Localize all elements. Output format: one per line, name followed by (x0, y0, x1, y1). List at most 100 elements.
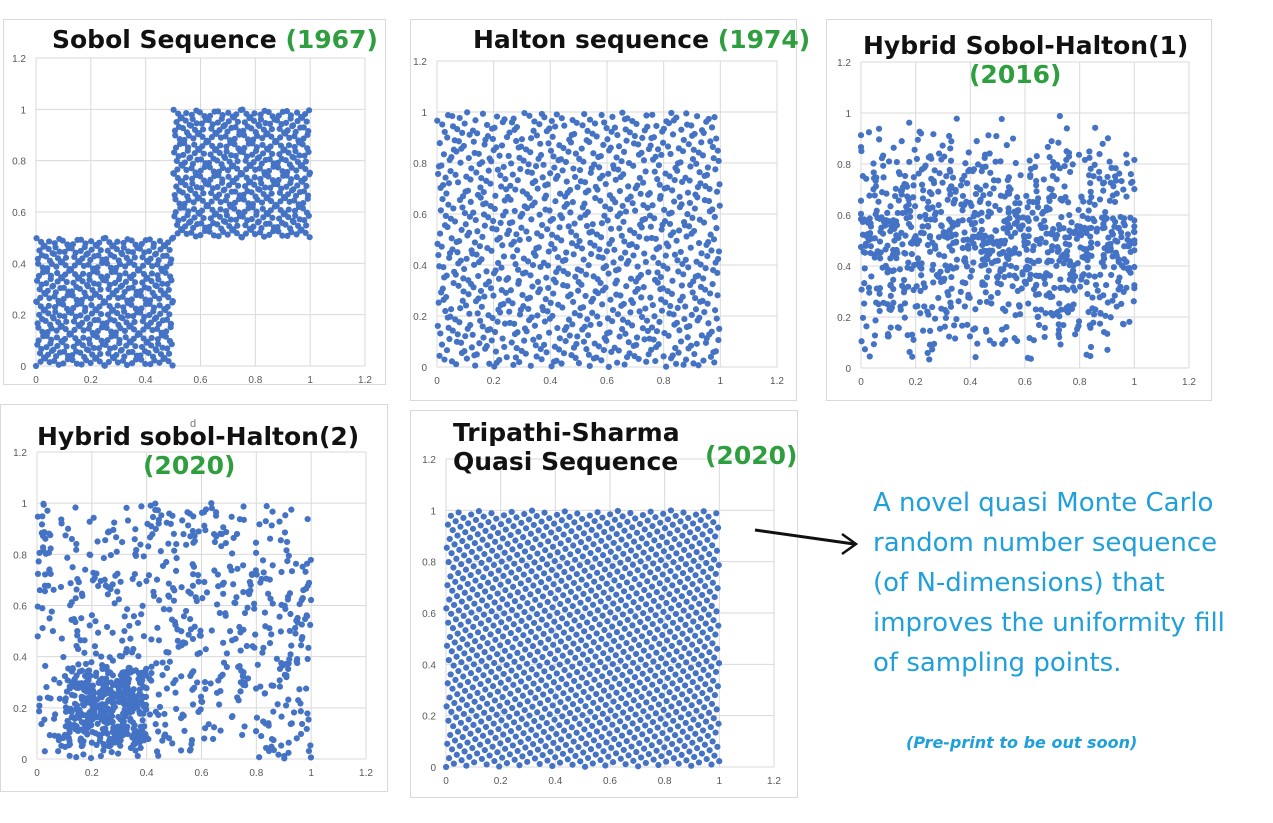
data-point (897, 306, 904, 313)
data-point (555, 624, 563, 631)
data-point (232, 635, 239, 642)
data-point (124, 684, 131, 691)
data-point (445, 717, 452, 724)
data-point (563, 583, 570, 590)
data-point (697, 298, 704, 305)
data-point (126, 622, 133, 629)
data-point (54, 269, 61, 277)
data-point (525, 161, 532, 168)
data-point (948, 273, 955, 281)
chart-title-text: Sobol Sequence (52, 25, 277, 54)
data-point (652, 235, 659, 242)
data-point (642, 258, 650, 266)
data-point (627, 706, 634, 713)
data-point (673, 114, 680, 121)
data-point (487, 180, 494, 187)
data-point (532, 732, 540, 739)
chart-title-text: Halton sequence (473, 25, 710, 54)
data-point (44, 329, 51, 336)
data-point (997, 268, 1004, 275)
data-point (262, 623, 269, 630)
data-point (287, 610, 294, 618)
data-point (229, 550, 236, 557)
data-point (500, 253, 508, 260)
data-point (211, 108, 218, 115)
data-point (140, 270, 147, 278)
data-point (122, 278, 130, 285)
data-point (36, 702, 43, 709)
data-point (248, 151, 256, 158)
data-point (549, 133, 556, 140)
data-point (547, 688, 554, 695)
data-point (135, 653, 142, 660)
data-point (304, 195, 311, 202)
data-point (716, 325, 723, 332)
data-point (585, 351, 593, 358)
data-point (467, 571, 474, 579)
data-point (696, 169, 703, 176)
data-point (582, 703, 589, 710)
data-point (258, 180, 265, 187)
chart-title-hybrid-1: Hybrid Sobol-Halton(1) (2016) (863, 31, 1189, 90)
data-point (449, 112, 456, 120)
data-point (627, 509, 634, 517)
data-point (867, 249, 874, 257)
data-point (569, 663, 576, 670)
data-point (589, 309, 596, 316)
data-point (1069, 284, 1077, 291)
data-point (545, 284, 552, 292)
data-point (535, 587, 542, 595)
data-point (616, 522, 623, 529)
data-point (622, 330, 629, 337)
data-point (466, 310, 473, 317)
data-point (149, 531, 156, 538)
data-point (220, 579, 227, 586)
data-point (1019, 269, 1026, 276)
data-point (99, 665, 106, 673)
data-point (576, 622, 583, 629)
data-point (964, 321, 971, 328)
data-point (571, 519, 578, 526)
data-point (550, 520, 558, 527)
data-point (296, 139, 303, 146)
data-point (305, 107, 313, 114)
data-point (88, 739, 95, 746)
data-point (610, 539, 617, 547)
data-point (268, 631, 275, 638)
data-point (73, 754, 80, 761)
data-point (590, 150, 597, 157)
data-point (199, 197, 206, 204)
data-point (1055, 326, 1063, 334)
data-point (105, 696, 112, 704)
data-point (197, 632, 204, 639)
data-point (524, 539, 531, 546)
data-point (614, 605, 622, 613)
data-point (501, 610, 508, 617)
data-point (605, 363, 612, 370)
data-point (598, 635, 605, 642)
data-point (91, 317, 98, 324)
data-point (296, 152, 303, 159)
data-point (256, 186, 263, 193)
data-point (305, 128, 312, 135)
data-point (1086, 148, 1093, 155)
data-point (574, 510, 581, 517)
data-point (568, 626, 575, 633)
data-point (274, 181, 281, 188)
data-point (459, 129, 466, 136)
data-point (490, 217, 497, 225)
data-point (454, 691, 461, 698)
chart-title-text: Hybrid Sobol-Halton(1) (863, 31, 1189, 60)
data-point (1087, 244, 1094, 251)
data-point (180, 215, 187, 222)
data-point (275, 751, 282, 758)
data-point (251, 181, 258, 188)
data-point (1055, 139, 1062, 146)
data-point (521, 608, 528, 616)
data-point (38, 521, 46, 528)
data-point (156, 295, 163, 302)
data-point (185, 522, 192, 529)
data-point (632, 185, 639, 192)
data-point (492, 328, 499, 336)
data-point (531, 657, 538, 664)
